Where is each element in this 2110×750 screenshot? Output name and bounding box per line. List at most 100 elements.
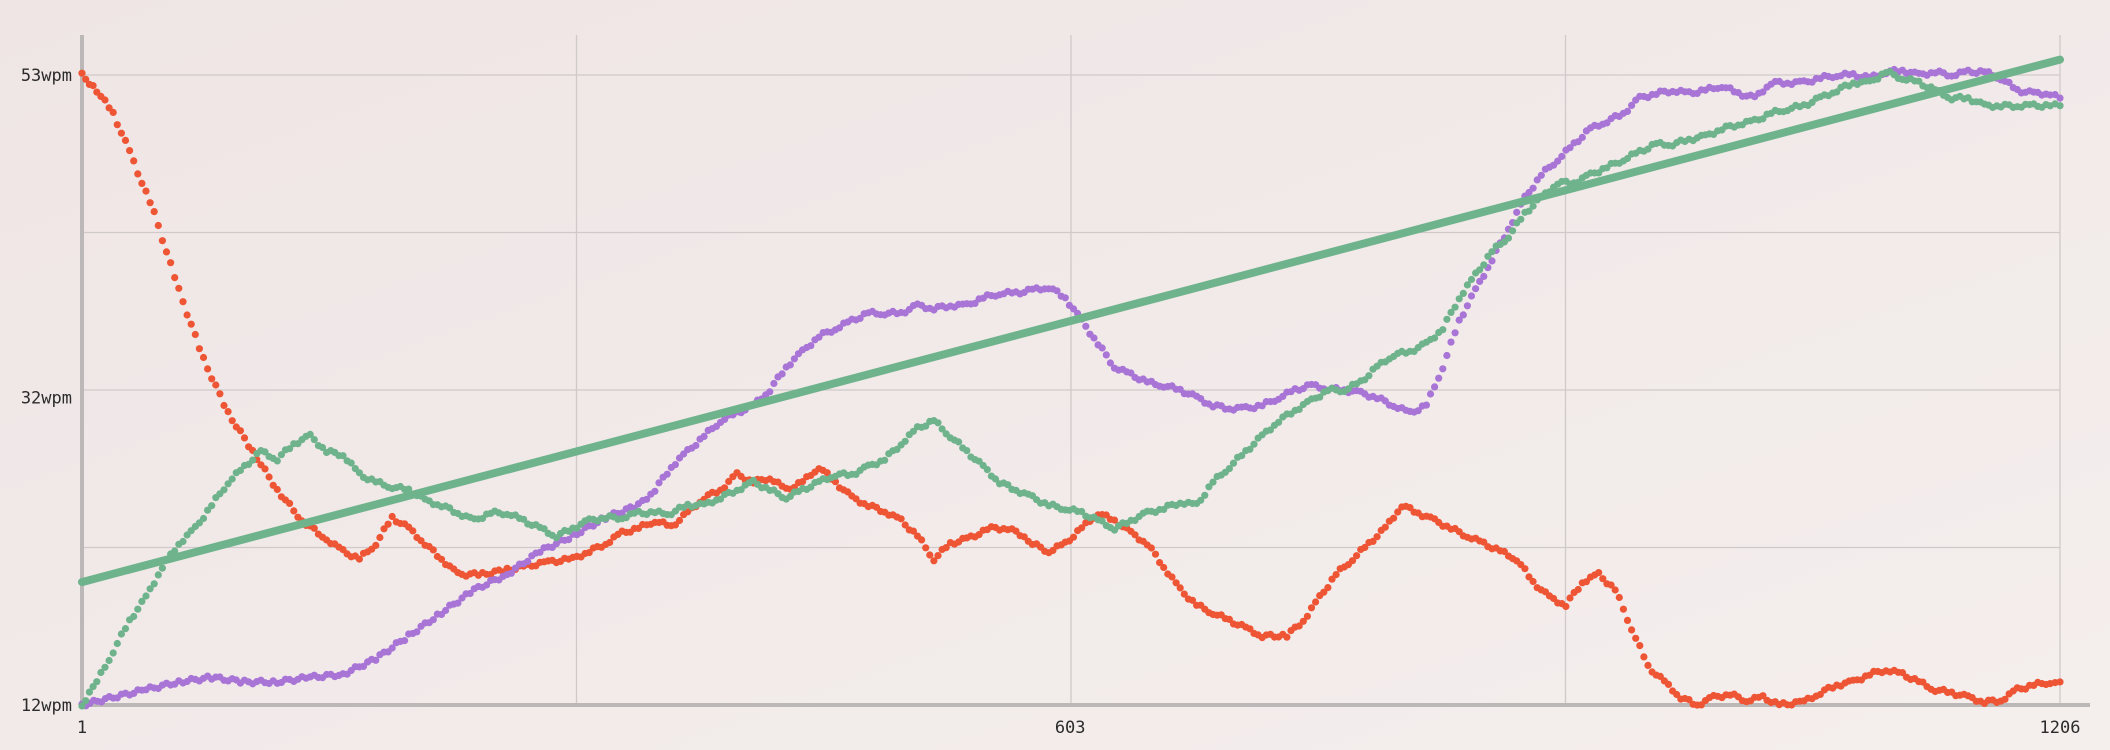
data-point [507,569,515,577]
data-point [273,485,281,494]
data-point [1172,579,1180,587]
data-point [692,441,700,450]
data-point [1246,625,1254,633]
data-point [261,465,269,473]
data-point [1480,261,1488,269]
data-point [585,549,593,557]
data-point [1582,578,1590,586]
data-point [1299,617,1307,625]
data-point [770,379,778,388]
data-point [220,401,228,410]
data-point [82,697,90,705]
data-point [1061,294,1069,302]
data-point [1615,593,1623,602]
data-point [1201,491,1209,499]
data-point [388,512,396,521]
data-point [179,537,187,546]
data-point [1209,478,1217,486]
data-point [1599,575,1607,583]
data-point [1361,543,1369,552]
data-point [807,483,815,491]
data-point [1915,77,1923,85]
data-point [376,533,384,542]
data-point [1316,393,1324,401]
data-point [2056,678,2064,686]
data-point [171,547,179,555]
data-point [82,75,90,83]
data-point [1426,390,1435,398]
data-point [1554,157,1562,165]
data-point [918,536,926,544]
data-point [1611,586,1619,594]
data-point [1623,107,1632,115]
data-point [212,381,220,389]
data-point [938,425,946,433]
data-point [1098,517,1106,525]
data-point [922,422,930,430]
data-point [175,284,183,292]
data-point [1447,308,1455,316]
data-point [1324,584,1332,592]
data-point [1348,557,1357,565]
data-point [1874,75,1882,83]
y-tick-label: 32wpm [21,389,72,409]
data-point [1455,316,1463,324]
series-layer [78,55,2064,710]
data-point [1422,401,1430,409]
data-point [520,515,528,523]
data-point [671,461,680,469]
x-tick-labels: 1 603 1206 [77,718,2081,738]
data-point [158,564,166,572]
data-point [1529,184,1537,192]
data-point [1459,311,1467,319]
data-point [1455,295,1463,303]
data-point [117,630,125,638]
data-point [1447,338,1455,346]
data-point [146,199,154,207]
data-point [1480,538,1488,546]
data-point [113,639,121,648]
data-point [306,430,314,438]
data-point [737,486,745,494]
data-point [1488,248,1496,256]
data-point [130,612,138,621]
data-point [1414,407,1422,415]
data-point [138,179,146,187]
data-point [290,507,298,515]
data-point [565,536,573,544]
data-point [1078,524,1086,532]
data-point [1623,616,1632,625]
data-point [310,436,318,444]
data-point [384,520,392,528]
data-point [1250,440,1258,448]
data-point [1102,351,1110,359]
data-point [1463,281,1471,289]
data-point [1607,581,1615,589]
data-point [1509,227,1517,235]
data-point [1673,690,1681,699]
data-point [93,678,101,686]
data-point [909,427,918,435]
data-point [901,437,909,445]
data-point [1205,483,1213,491]
series-0 [78,69,2064,709]
data-point [778,370,786,378]
data-point [1595,569,1603,577]
data-point [1353,552,1361,560]
data-point [1451,303,1459,311]
data-point [1131,531,1139,539]
data-point [97,668,105,677]
data-point [187,320,195,328]
data-point [1435,374,1443,382]
data-point [142,187,150,195]
data-point [1176,584,1184,592]
data-point [675,516,684,525]
data-point [1463,302,1471,310]
data-point [310,524,318,532]
data-point [318,443,327,452]
data-point [113,121,121,129]
data-point [2001,695,2009,703]
data-point [228,475,236,483]
data-point [1443,351,1451,360]
